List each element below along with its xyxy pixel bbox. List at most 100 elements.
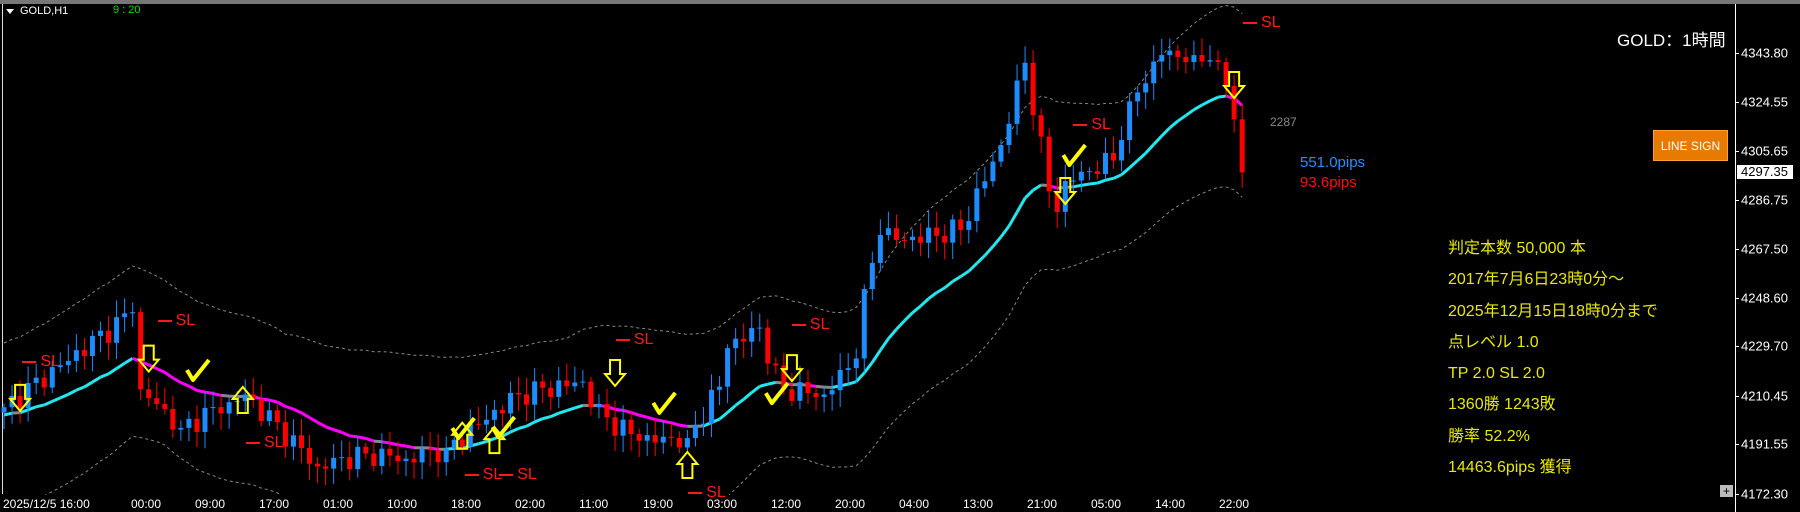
- candle: [765, 319, 771, 375]
- price-chart[interactable]: [0, 0, 1735, 495]
- stop-loss-marker: SL: [1073, 116, 1111, 134]
- price-tick: [1735, 444, 1739, 446]
- candle-body: [451, 439, 457, 449]
- candle-body: [475, 423, 481, 425]
- candle: [315, 457, 321, 484]
- pips-loss-label: 93.6pips: [1300, 174, 1357, 191]
- ma-segment: [895, 319, 906, 331]
- candle-body: [942, 235, 948, 243]
- ma-segment: [35, 403, 45, 409]
- candle-body: [25, 382, 31, 409]
- ma-segment: [855, 371, 866, 383]
- ma-segment: [622, 408, 632, 415]
- candle: [331, 443, 337, 484]
- sl-text: SL: [40, 353, 61, 371]
- candle: [1167, 38, 1173, 71]
- buy-arrow-icon: [675, 450, 700, 480]
- candle: [588, 376, 594, 416]
- candle: [363, 442, 369, 460]
- price-label: 4286.75: [1741, 192, 1788, 208]
- candle-body: [588, 381, 594, 408]
- candle: [829, 375, 835, 411]
- candle-body: [186, 418, 192, 428]
- ma-segment: [300, 411, 311, 419]
- time-label: 21:00: [1027, 497, 1058, 511]
- ma-segment: [975, 254, 986, 265]
- candle-body: [379, 448, 385, 466]
- candle-body: [33, 377, 39, 383]
- sl-dash: [464, 473, 479, 476]
- price-label: 4191.55: [1741, 436, 1788, 452]
- ma-segment: [614, 407, 624, 412]
- candle: [998, 139, 1004, 167]
- candle-body: [869, 262, 875, 290]
- candle-body: [1127, 101, 1133, 141]
- candle-body: [564, 380, 570, 387]
- candle: [709, 374, 715, 438]
- candle: [990, 152, 996, 187]
- candle: [1111, 136, 1117, 169]
- dropdown-triangle-icon[interactable]: [6, 8, 14, 14]
- sl-dash: [499, 473, 514, 476]
- candle-body: [106, 330, 112, 343]
- candle-body: [966, 221, 972, 230]
- candle-body: [668, 436, 674, 438]
- zoom-plus-button[interactable]: +: [1720, 485, 1733, 497]
- candle-body: [644, 435, 650, 441]
- chart-title: GOLD：1時間: [1617, 31, 1726, 50]
- ma-segment: [734, 398, 745, 407]
- ma-segment: [123, 357, 134, 365]
- candle: [282, 410, 288, 458]
- ma-segment: [1217, 94, 1227, 99]
- ma-segment: [911, 304, 922, 314]
- price-label: 4172.30: [1741, 486, 1788, 502]
- candle: [307, 435, 313, 481]
- candle: [65, 344, 71, 374]
- ma-segment: [550, 411, 560, 418]
- time-label: 11:00: [579, 497, 609, 511]
- candle-body: [323, 466, 329, 469]
- line-sign-button[interactable]: LINE SIGN: [1653, 130, 1728, 161]
- ma-segment: [967, 262, 978, 273]
- candle: [1183, 47, 1189, 74]
- candle: [524, 377, 530, 422]
- price-label: 4343.80: [1741, 45, 1788, 61]
- candle: [499, 405, 505, 427]
- candle: [1078, 160, 1084, 192]
- ma-segment: [903, 311, 914, 322]
- time-label: 2025/12/5 16:00: [3, 497, 90, 511]
- candle: [371, 442, 377, 472]
- stat-from: 2017年7月6日23時0分～: [1448, 271, 1625, 289]
- candle-body: [491, 409, 497, 420]
- price-label: 4305.65: [1741, 143, 1788, 159]
- time-label: 04:00: [899, 497, 930, 511]
- candle-body: [282, 422, 288, 447]
- ma-segment: [887, 328, 898, 340]
- candle-body: [901, 240, 907, 241]
- candle: [290, 419, 296, 461]
- ma-segment: [518, 424, 528, 430]
- ma-segment: [91, 375, 102, 384]
- ma-segment: [373, 439, 383, 444]
- sl-dash: [157, 319, 172, 322]
- candle-body: [81, 350, 87, 357]
- candle-body: [910, 236, 916, 241]
- candle-body: [483, 419, 489, 425]
- chart-header[interactable]: GOLD,H1: [6, 4, 68, 18]
- candle-body: [1102, 153, 1108, 175]
- candle-body: [1070, 180, 1076, 182]
- ma-segment: [99, 372, 110, 379]
- candle: [1070, 165, 1076, 195]
- candle: [620, 405, 626, 453]
- candle: [910, 229, 916, 252]
- ma-segment: [1176, 114, 1187, 123]
- ma-segment: [871, 349, 882, 364]
- current-price-label: 4297.35: [1737, 165, 1793, 180]
- candle-body: [636, 434, 642, 441]
- candle-body: [877, 235, 883, 263]
- candle-body: [1054, 191, 1060, 212]
- candle-body: [532, 381, 538, 405]
- time-label: 17:00: [259, 497, 290, 511]
- candle-body: [982, 181, 988, 189]
- candle: [274, 404, 280, 431]
